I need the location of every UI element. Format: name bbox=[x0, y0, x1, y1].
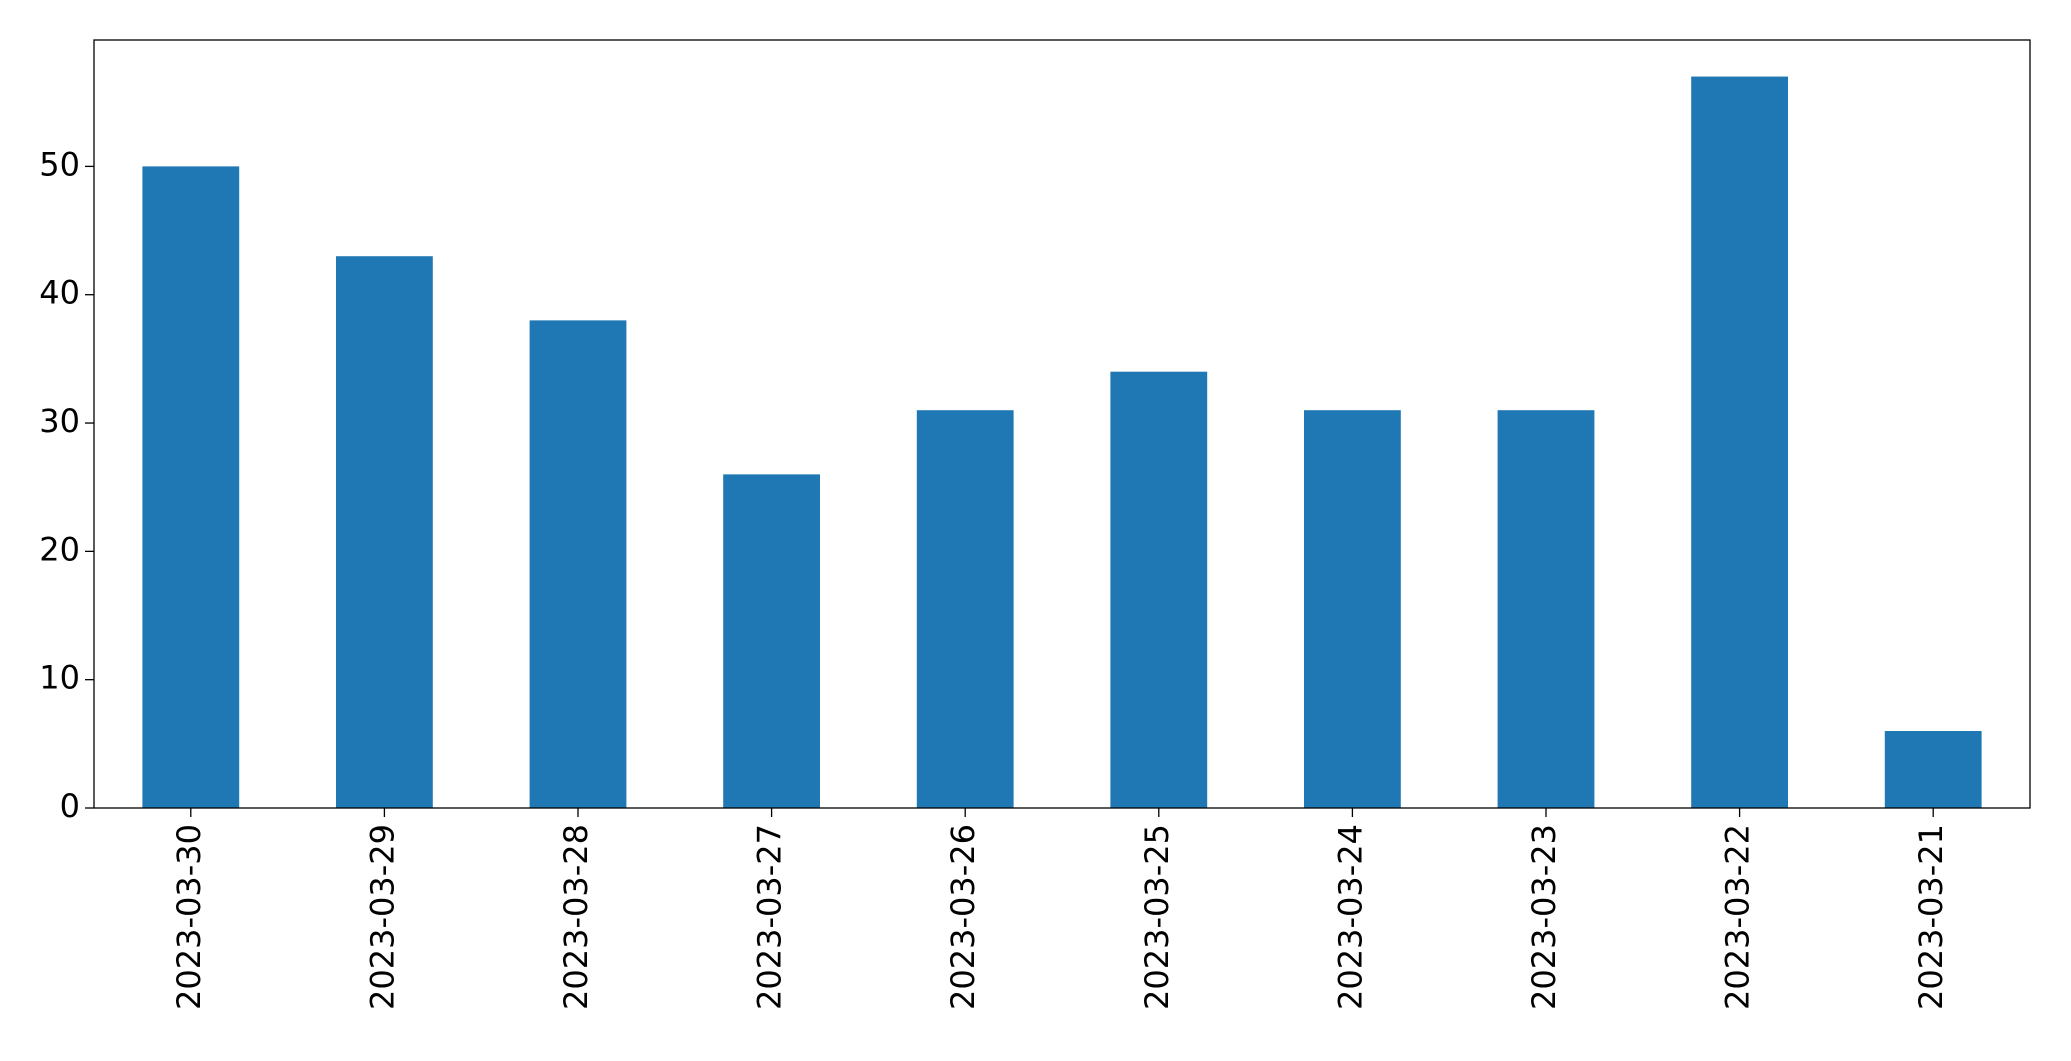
bar bbox=[1110, 371, 1208, 808]
bar bbox=[142, 166, 240, 808]
y-tick-label: 10 bbox=[39, 659, 80, 697]
x-tick-label: 2023-03-26 bbox=[944, 824, 982, 1010]
y-tick-label: 40 bbox=[39, 274, 80, 312]
x-tick-label: 2023-03-22 bbox=[1719, 824, 1757, 1010]
bar bbox=[1497, 410, 1595, 808]
x-tick-label: 2023-03-29 bbox=[363, 824, 401, 1010]
x-tick-label: 2023-03-21 bbox=[1912, 824, 1950, 1010]
y-tick-label: 20 bbox=[39, 530, 80, 568]
y-tick-label: 30 bbox=[39, 402, 80, 440]
x-tick-label: 2023-03-25 bbox=[1138, 824, 1176, 1010]
y-tick-label: 0 bbox=[60, 787, 80, 825]
x-tick-label: 2023-03-27 bbox=[751, 824, 789, 1010]
x-tick-label: 2023-03-30 bbox=[170, 824, 208, 1010]
bar bbox=[723, 474, 820, 808]
x-tick-label: 2023-03-24 bbox=[1331, 824, 1369, 1010]
bar bbox=[1884, 731, 1982, 808]
bar bbox=[336, 256, 433, 808]
x-tick-label: 2023-03-28 bbox=[557, 824, 595, 1010]
y-tick-label: 50 bbox=[39, 145, 80, 183]
bar bbox=[529, 320, 627, 808]
axes-frame bbox=[93, 39, 2031, 809]
bar bbox=[1304, 410, 1401, 808]
bar bbox=[916, 410, 1014, 808]
bar bbox=[1691, 76, 1788, 809]
x-tick-label: 2023-03-23 bbox=[1525, 824, 1563, 1010]
